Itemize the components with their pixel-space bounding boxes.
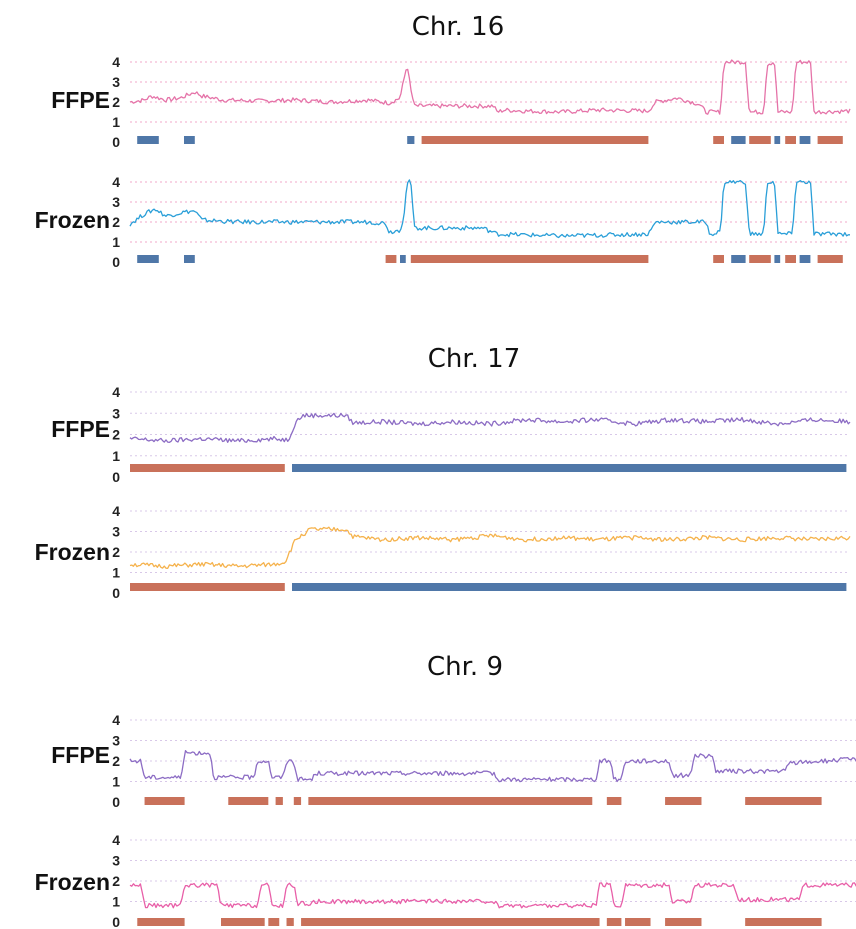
y-tick-label: 1 [112,774,120,790]
segment-bar-neutral [292,583,847,591]
panel-label: FFPE [51,416,110,442]
panel-ffpe: FFPE 0 1 2 3 4 [51,712,856,810]
y-tick-label: 2 [112,94,120,110]
segment-bar-loss [606,918,622,926]
segment-bar-neutral [799,136,811,144]
segment-bar-loss [137,918,185,926]
segment-bar-loss [268,918,280,926]
y-tick-label: 1 [112,565,120,581]
panel-label: Frozen [35,539,110,565]
segment-bar-loss [665,797,702,805]
segment-bar-loss [130,583,285,591]
panel-frozen: Frozen 0 1 2 3 4 [35,174,850,270]
y-tick-label: 0 [112,469,120,485]
segment-bar-loss [301,918,600,926]
y-tick-label: 2 [112,753,120,769]
segment-bar-neutral [137,255,159,263]
segment-bar-neutral [184,255,195,263]
chart-chr-2: Chr. 9 FFPE 0 1 2 3 4 Frozen 0 1 2 3 4 [35,652,856,929]
y-tick-label: 1 [112,234,120,250]
segment-bar-neutral [400,255,406,263]
y-tick-label: 4 [112,503,120,519]
segment-bar-neutral [774,136,781,144]
y-tick-label: 3 [112,405,120,421]
y-tick-label: 0 [112,254,120,270]
y-tick-label: 3 [112,74,120,90]
panel-label: FFPE [51,87,110,113]
segment-bar-loss [293,797,302,805]
panel-label: Frozen [35,869,110,895]
segment-bar-loss [745,918,822,926]
segment-bar-loss [713,255,724,263]
y-tick-label: 4 [112,54,120,70]
segment-bar-neutral [292,464,847,472]
y-tick-label: 2 [112,544,120,560]
series-line-ffpe [129,749,856,783]
y-tick-label: 3 [112,853,120,869]
series-line-frozen [129,882,856,909]
chart-chr-0: Chr. 16 FFPE 0 1 2 3 4 Frozen 0 1 2 3 4 [35,12,851,270]
segment-bar-loss [286,918,294,926]
panel-frozen: Frozen 0 1 2 3 4 [35,503,851,601]
segment-bar-loss [421,136,649,144]
y-tick-label: 0 [112,914,120,929]
segment-bar-loss [625,918,651,926]
segment-bar-loss [221,918,265,926]
segment-bar-loss [385,255,397,263]
series-line-ffpe [129,412,851,443]
panel-label: Frozen [35,207,110,233]
segment-bar-loss [817,136,843,144]
y-tick-label: 1 [112,114,120,130]
segment-bar-neutral [184,136,195,144]
segment-bar-loss [785,255,796,263]
segment-bar-loss [275,797,283,805]
segment-bar-loss [130,464,285,472]
segment-bar-neutral [407,136,415,144]
y-tick-label: 3 [112,733,120,749]
segment-bar-loss [749,255,771,263]
y-tick-label: 2 [112,427,120,443]
segment-bar-neutral [137,136,159,144]
y-tick-label: 1 [112,894,120,910]
y-tick-label: 3 [112,524,120,540]
segment-bar-loss [410,255,649,263]
segment-bar-loss [228,797,269,805]
segment-bar-loss [144,797,185,805]
segment-bar-loss [308,797,593,805]
chart-chr-1: Chr. 17 FFPE 0 1 2 3 4 Frozen 0 1 2 3 4 [35,344,851,601]
chart-title: Chr. 16 [412,12,505,42]
y-tick-label: 2 [112,214,120,230]
segment-bar-loss [606,797,622,805]
y-tick-label: 4 [112,832,120,848]
y-tick-label: 4 [112,174,120,190]
series-line-ffpe [129,59,851,115]
panel-label: FFPE [51,742,110,768]
panel-ffpe: FFPE 0 1 2 3 4 [51,384,851,485]
segment-bar-loss [817,255,843,263]
y-tick-label: 2 [112,873,120,889]
segment-bar-loss [713,136,724,144]
y-tick-label: 4 [112,384,120,400]
segment-bar-neutral [774,255,781,263]
chart-title: Chr. 9 [427,652,503,682]
segment-bar-loss [665,918,702,926]
y-tick-label: 0 [112,134,120,150]
y-tick-label: 1 [112,448,120,464]
series-line-frozen [129,179,850,239]
segment-bar-loss [785,136,796,144]
y-tick-label: 4 [112,712,120,728]
segment-bar-loss [745,797,822,805]
segment-bar-neutral [731,255,746,263]
y-tick-label: 0 [112,585,120,601]
segment-bar-neutral [731,136,746,144]
chart-title: Chr. 17 [428,344,521,374]
panel-ffpe: FFPE 0 1 2 3 4 [51,54,851,150]
series-line-frozen [129,526,851,569]
y-tick-label: 0 [112,794,120,810]
panel-frozen: Frozen 0 1 2 3 4 [35,832,856,929]
y-tick-label: 3 [112,194,120,210]
segment-bar-loss [749,136,771,144]
segment-bar-neutral [799,255,811,263]
